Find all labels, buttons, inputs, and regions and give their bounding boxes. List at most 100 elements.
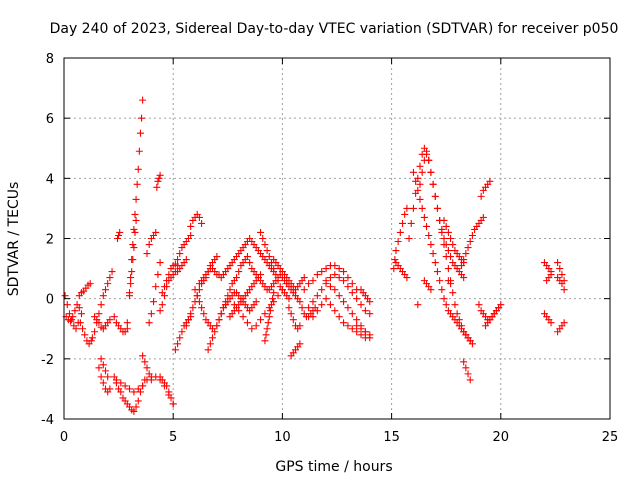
series-arc-14 [139, 352, 155, 384]
data-point [344, 274, 352, 282]
data-point [130, 407, 138, 415]
data-point [423, 150, 431, 158]
data-point [248, 325, 256, 333]
data-point [438, 225, 446, 233]
data-point [449, 289, 457, 297]
data-point [427, 286, 435, 294]
data-point [309, 277, 317, 285]
data-point [235, 268, 243, 276]
data-point [449, 241, 457, 249]
data-point [440, 295, 448, 303]
data-point [150, 298, 158, 306]
data-point [154, 177, 162, 185]
data-point [67, 317, 75, 325]
data-point [296, 298, 304, 306]
data-point [143, 364, 151, 372]
data-point [344, 322, 352, 330]
data-point [145, 319, 153, 327]
data-point [429, 180, 437, 188]
data-point [184, 316, 192, 324]
data-point [412, 177, 420, 185]
data-point [117, 379, 125, 387]
data-point [129, 256, 137, 264]
series-arc-37 [285, 304, 304, 333]
series-arc-17 [153, 171, 164, 191]
data-point [340, 298, 348, 306]
data-point [163, 277, 171, 285]
data-point [414, 301, 422, 309]
data-point [296, 340, 304, 348]
data-point [440, 216, 448, 224]
data-point [132, 403, 140, 411]
series-arc-10 [110, 313, 131, 336]
data-point [366, 334, 374, 342]
series-arc-5 [95, 364, 114, 396]
data-point [133, 180, 141, 188]
data-point [134, 385, 142, 393]
data-point [438, 286, 446, 294]
data-point [264, 319, 272, 327]
data-point [479, 213, 487, 221]
data-point [77, 310, 85, 318]
data-point [195, 298, 203, 306]
data-point [344, 304, 352, 312]
data-point [401, 210, 409, 218]
data-point [357, 331, 365, 339]
data-point [104, 373, 112, 381]
data-point [117, 388, 125, 396]
series-arc-2 [75, 280, 94, 300]
data-point [155, 174, 163, 182]
data-point [261, 337, 269, 345]
data-point [416, 180, 424, 188]
data-point [361, 307, 369, 315]
data-point [138, 114, 146, 122]
data-point [165, 388, 173, 396]
x-tick-label: 20 [493, 430, 510, 445]
data-point [152, 283, 160, 291]
data-point [134, 165, 142, 173]
data-point [239, 313, 247, 321]
data-point [331, 307, 339, 315]
series-arc-46 [390, 204, 411, 273]
data-point [444, 228, 452, 236]
data-point [95, 310, 103, 318]
data-point [81, 331, 89, 339]
data-point [466, 376, 474, 384]
data-point [108, 268, 116, 276]
series-arc-26 [195, 238, 251, 288]
data-point [462, 364, 470, 372]
data-point [97, 373, 105, 381]
data-point [427, 241, 435, 249]
data-point [335, 292, 343, 300]
data-point [130, 225, 138, 233]
data-point [335, 274, 343, 282]
data-point [331, 262, 339, 270]
series-arc-33 [257, 228, 293, 303]
series-arc-19 [158, 260, 182, 297]
data-point [76, 319, 84, 327]
x-tick-label: 5 [169, 430, 177, 445]
series-arc-60 [540, 259, 555, 276]
data-point [176, 250, 184, 258]
data-point [394, 238, 402, 246]
data-point [418, 168, 426, 176]
data-point [233, 274, 241, 282]
data-point [131, 210, 139, 218]
series-arc-47 [392, 259, 411, 282]
data-point [274, 292, 282, 300]
data-point [174, 262, 182, 270]
data-point [95, 364, 103, 372]
y-tick-label: 6 [46, 112, 54, 127]
data-point [99, 361, 107, 369]
series-arc-50 [416, 150, 468, 282]
y-tick-label: 2 [46, 233, 54, 248]
data-point [313, 292, 321, 300]
series-arc-4 [91, 313, 114, 333]
data-point [139, 96, 147, 104]
data-point [204, 346, 212, 354]
data-point [257, 228, 265, 236]
data-point [340, 319, 348, 327]
data-point [259, 235, 267, 242]
data-point [266, 307, 274, 315]
data-point [147, 376, 155, 384]
